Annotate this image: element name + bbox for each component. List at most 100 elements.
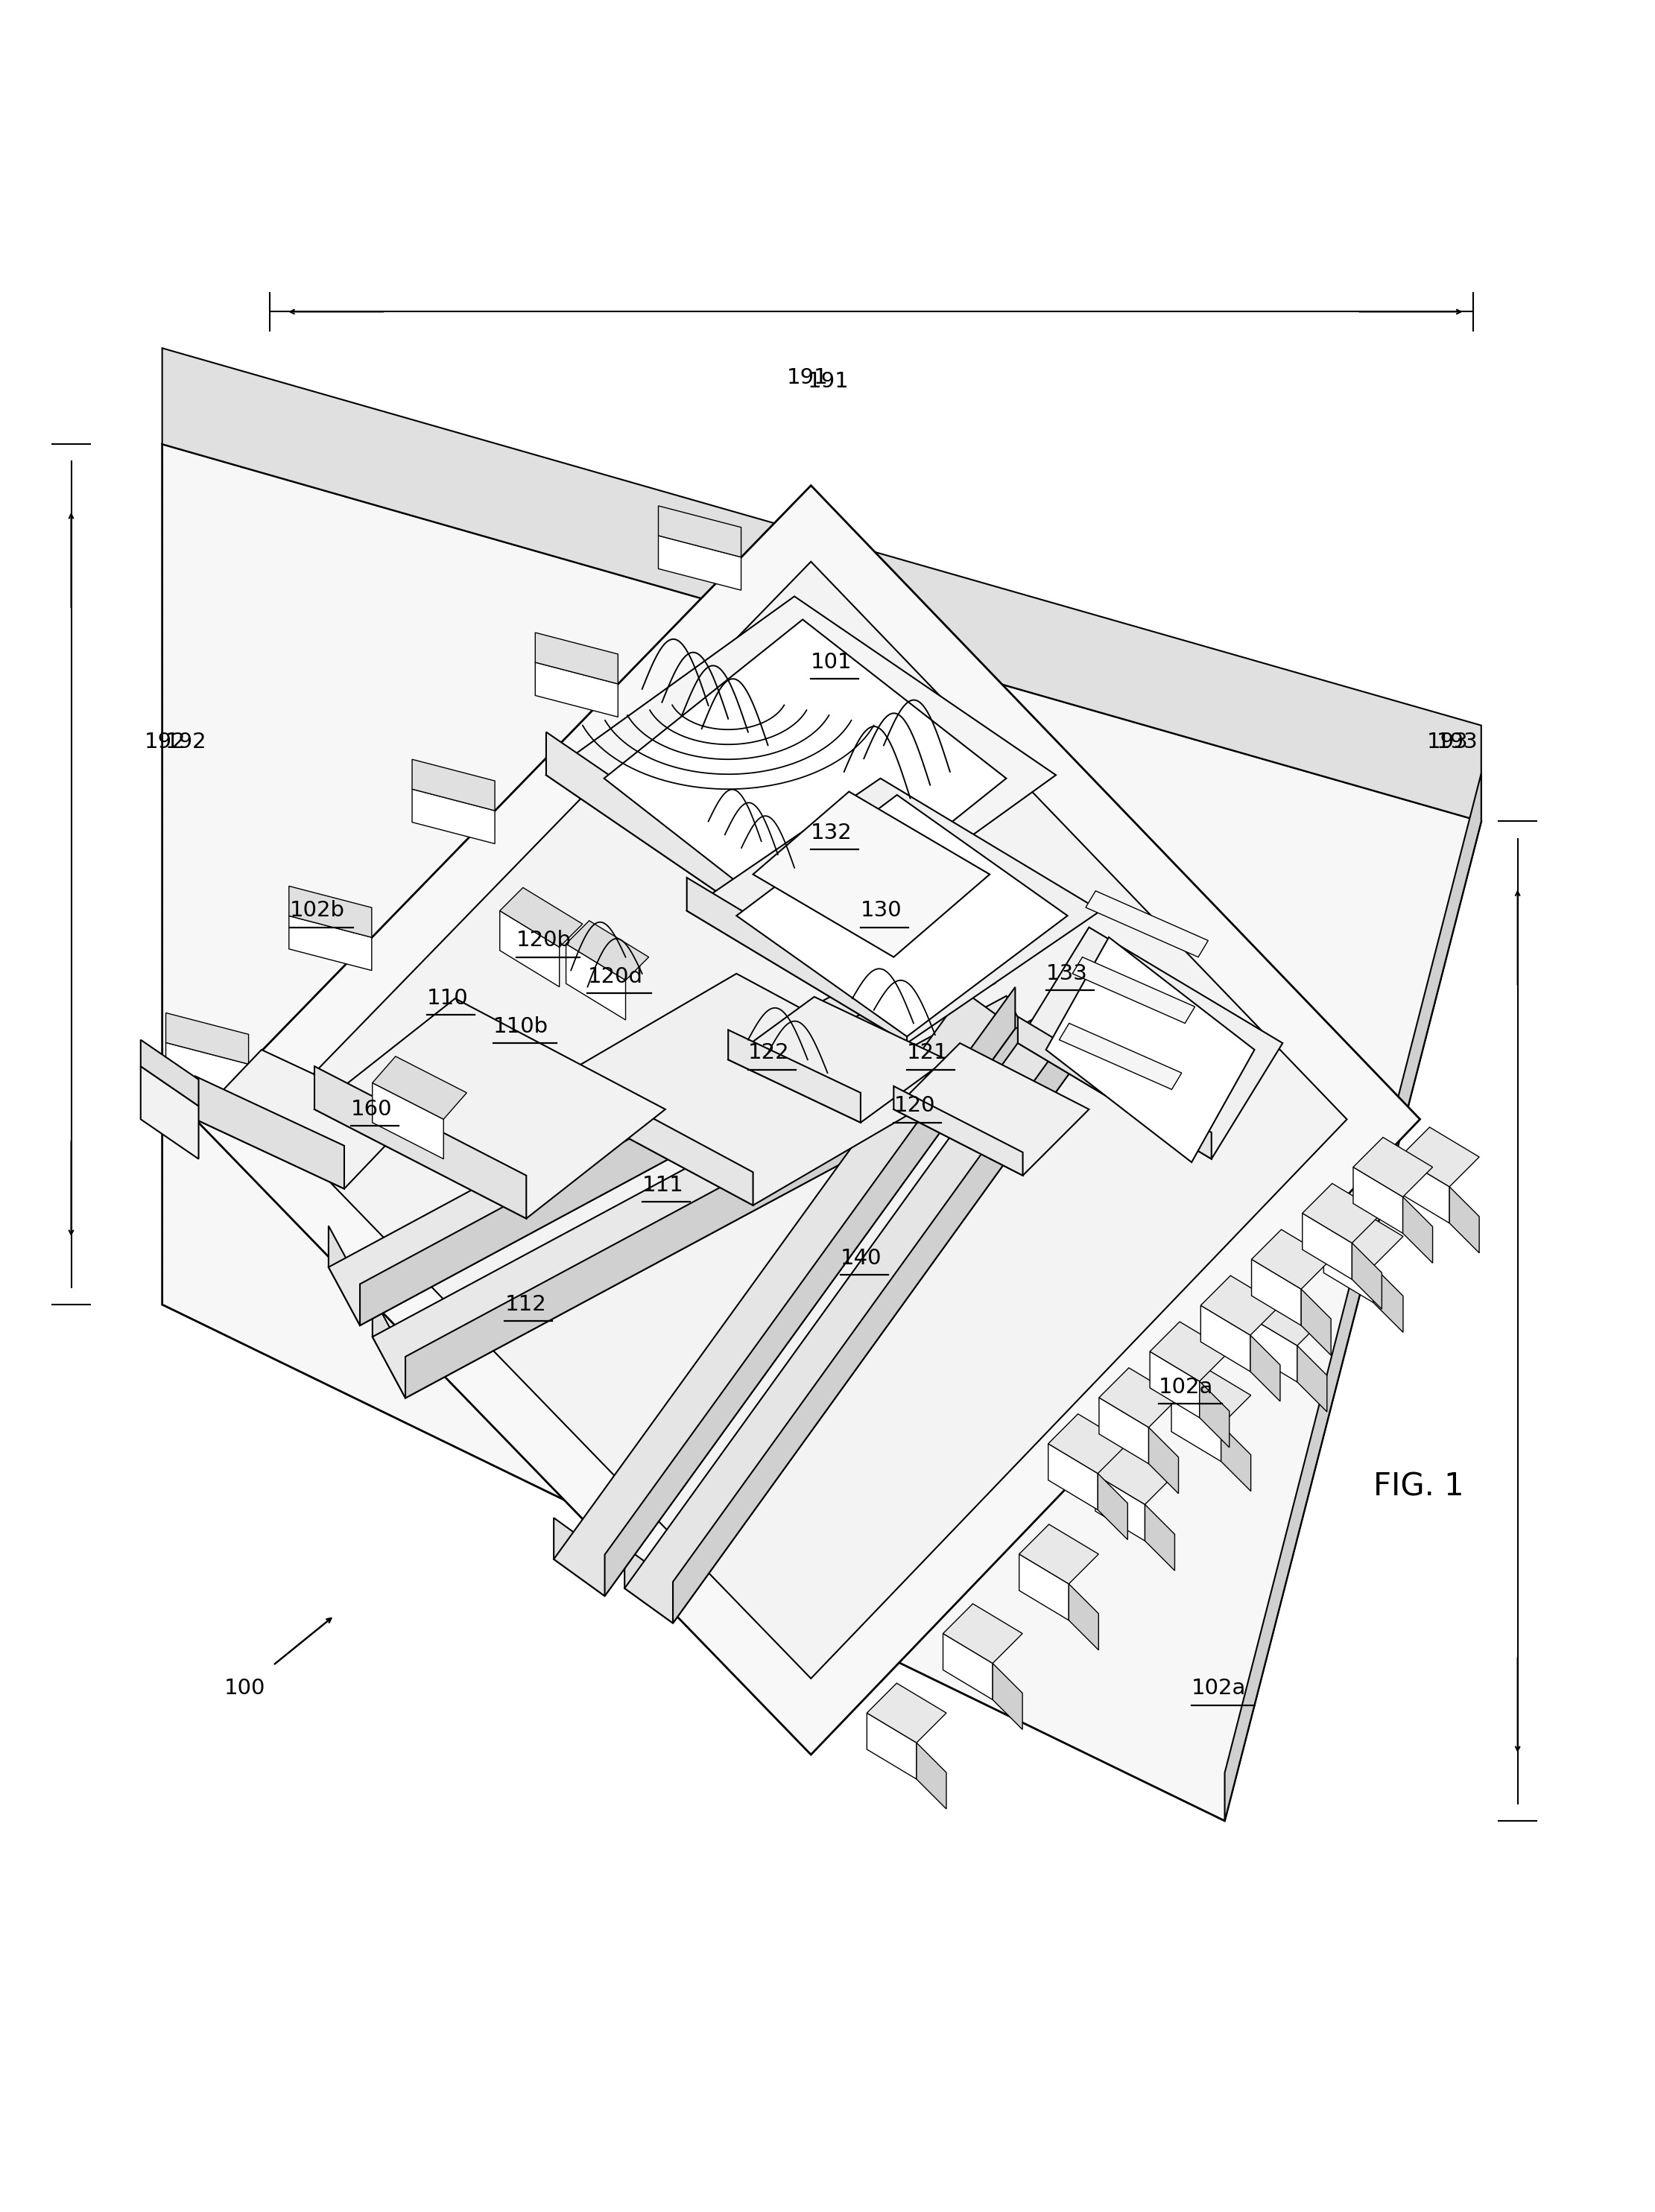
Polygon shape <box>1099 1367 1178 1427</box>
Text: 160: 160 <box>351 1099 392 1119</box>
Polygon shape <box>1200 1380 1230 1447</box>
Polygon shape <box>1248 1285 1327 1345</box>
Polygon shape <box>1221 1425 1251 1491</box>
Polygon shape <box>1324 1206 1403 1265</box>
Polygon shape <box>753 792 990 958</box>
Polygon shape <box>867 1712 917 1778</box>
Polygon shape <box>1202 1276 1281 1336</box>
Polygon shape <box>1251 1230 1331 1290</box>
Polygon shape <box>624 1546 674 1624</box>
Text: 132: 132 <box>811 823 852 843</box>
Polygon shape <box>917 1743 947 1809</box>
Polygon shape <box>195 1051 410 1188</box>
Polygon shape <box>412 790 495 843</box>
Text: 193: 193 <box>1427 732 1468 752</box>
Polygon shape <box>894 1044 1089 1175</box>
Polygon shape <box>1096 1475 1145 1542</box>
Text: 120: 120 <box>894 1095 935 1117</box>
Polygon shape <box>687 779 1101 1044</box>
Polygon shape <box>1018 1018 1211 1159</box>
Polygon shape <box>535 633 617 684</box>
Polygon shape <box>412 759 495 810</box>
Text: 133: 133 <box>1046 962 1087 984</box>
Text: 191: 191 <box>786 367 829 389</box>
Polygon shape <box>166 1042 248 1097</box>
Polygon shape <box>566 920 649 980</box>
Text: FIG. 1: FIG. 1 <box>1374 1471 1465 1502</box>
Polygon shape <box>1251 1336 1281 1402</box>
Text: 192: 192 <box>144 732 187 752</box>
Text: 122: 122 <box>748 1042 789 1064</box>
Polygon shape <box>1096 1444 1175 1504</box>
Polygon shape <box>604 619 1006 938</box>
Polygon shape <box>1019 1555 1069 1619</box>
Polygon shape <box>1172 1365 1251 1425</box>
Polygon shape <box>554 1517 604 1597</box>
Polygon shape <box>1400 1128 1480 1188</box>
Polygon shape <box>1069 1584 1099 1650</box>
Polygon shape <box>728 998 947 1121</box>
Polygon shape <box>1302 1183 1382 1243</box>
Polygon shape <box>1150 1323 1230 1380</box>
Polygon shape <box>1048 1444 1097 1511</box>
Polygon shape <box>1048 1413 1127 1473</box>
Text: 193: 193 <box>1437 732 1478 752</box>
Polygon shape <box>1046 938 1254 1161</box>
Polygon shape <box>538 973 952 1206</box>
Polygon shape <box>604 987 1015 1597</box>
Polygon shape <box>1302 1212 1352 1279</box>
Polygon shape <box>162 347 1481 821</box>
Polygon shape <box>894 1086 1023 1175</box>
Text: 112: 112 <box>505 1294 546 1314</box>
Text: 191: 191 <box>808 372 849 392</box>
Text: 120b: 120b <box>516 929 571 951</box>
Polygon shape <box>359 942 995 1325</box>
Polygon shape <box>1374 1265 1403 1332</box>
Polygon shape <box>372 1296 405 1398</box>
Polygon shape <box>1150 1352 1200 1418</box>
Polygon shape <box>1354 1168 1403 1234</box>
Polygon shape <box>674 1013 1084 1624</box>
Polygon shape <box>1145 1504 1175 1571</box>
Polygon shape <box>329 1225 359 1325</box>
Polygon shape <box>1019 1524 1099 1584</box>
Polygon shape <box>372 995 1039 1398</box>
Polygon shape <box>554 991 1015 1597</box>
Polygon shape <box>728 1031 861 1121</box>
Polygon shape <box>314 998 665 1219</box>
Polygon shape <box>1018 927 1283 1159</box>
Text: 102b: 102b <box>290 900 344 920</box>
Polygon shape <box>195 1077 344 1188</box>
Polygon shape <box>1324 1237 1374 1303</box>
Polygon shape <box>1172 1396 1221 1462</box>
Polygon shape <box>1352 1243 1382 1310</box>
Text: 110: 110 <box>427 989 468 1009</box>
Polygon shape <box>943 1632 993 1699</box>
Polygon shape <box>659 535 741 591</box>
Text: 102a: 102a <box>1192 1679 1246 1699</box>
Polygon shape <box>290 916 372 971</box>
Polygon shape <box>162 445 1481 1820</box>
Polygon shape <box>566 945 626 1020</box>
Polygon shape <box>290 887 372 938</box>
Polygon shape <box>372 1057 467 1119</box>
Polygon shape <box>1450 1188 1480 1252</box>
Polygon shape <box>538 1057 753 1206</box>
Polygon shape <box>141 1066 199 1159</box>
Polygon shape <box>405 1015 1039 1398</box>
Polygon shape <box>1059 1024 1182 1091</box>
Polygon shape <box>329 925 995 1325</box>
Polygon shape <box>1301 1290 1331 1356</box>
Polygon shape <box>993 1663 1023 1730</box>
Polygon shape <box>1072 958 1195 1024</box>
Polygon shape <box>867 1683 947 1743</box>
Polygon shape <box>500 911 559 987</box>
Polygon shape <box>1251 1259 1301 1325</box>
Text: 130: 130 <box>861 900 902 920</box>
Text: 121: 121 <box>907 1042 948 1064</box>
Polygon shape <box>736 794 1067 1037</box>
Text: 140: 140 <box>841 1248 882 1270</box>
Polygon shape <box>943 1604 1023 1663</box>
Polygon shape <box>546 597 1056 953</box>
Polygon shape <box>500 887 583 947</box>
